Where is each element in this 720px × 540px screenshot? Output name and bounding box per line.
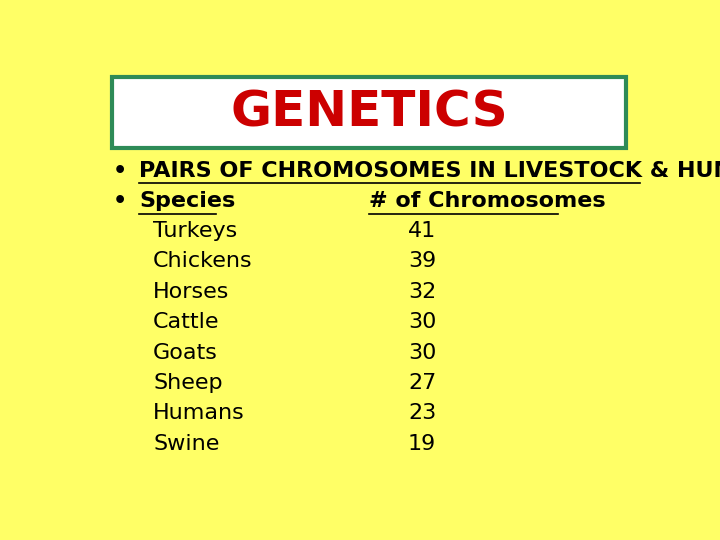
Text: # of Chromosomes: # of Chromosomes (369, 191, 606, 211)
Text: Turkeys: Turkeys (153, 221, 238, 241)
Text: Sheep: Sheep (153, 373, 222, 393)
FancyBboxPatch shape (112, 77, 626, 148)
Text: •: • (112, 161, 127, 181)
Text: 23: 23 (408, 403, 436, 423)
Text: 30: 30 (408, 312, 436, 332)
Text: Humans: Humans (153, 403, 245, 423)
Text: 30: 30 (408, 342, 436, 362)
Text: PAIRS OF CHROMOSOMES IN LIVESTOCK & HUMANS:: PAIRS OF CHROMOSOMES IN LIVESTOCK & HUMA… (139, 161, 720, 181)
Text: GENETICS: GENETICS (230, 89, 508, 137)
Text: Swine: Swine (153, 434, 220, 454)
Text: 32: 32 (408, 282, 436, 302)
Text: 27: 27 (408, 373, 436, 393)
Text: 39: 39 (408, 252, 436, 272)
Text: Chickens: Chickens (153, 252, 253, 272)
Text: Cattle: Cattle (153, 312, 220, 332)
Text: 19: 19 (408, 434, 436, 454)
Text: Species: Species (139, 191, 235, 211)
Text: Goats: Goats (153, 342, 218, 362)
Text: Horses: Horses (153, 282, 230, 302)
Text: 41: 41 (408, 221, 436, 241)
Text: •: • (112, 191, 127, 211)
